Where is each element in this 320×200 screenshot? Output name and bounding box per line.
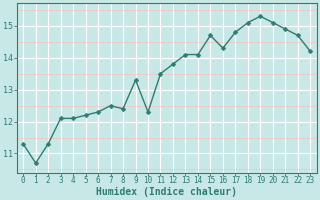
X-axis label: Humidex (Indice chaleur): Humidex (Indice chaleur): [96, 186, 237, 197]
